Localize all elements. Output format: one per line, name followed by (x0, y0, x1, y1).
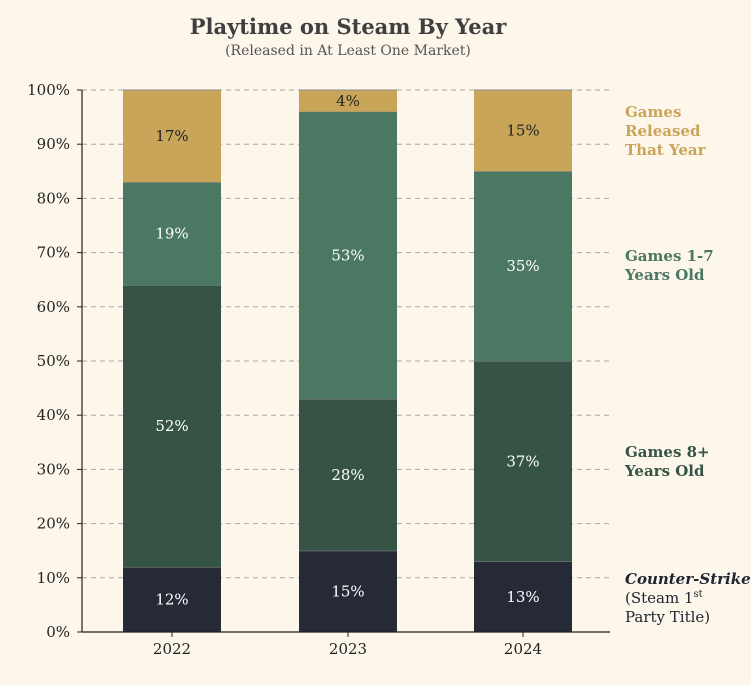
data-label: 53% (331, 246, 364, 264)
y-tick-label: 100% (27, 81, 70, 99)
chart-subtitle: (Released in At Least One Market) (225, 43, 471, 59)
y-tick-label: 0% (46, 623, 70, 641)
legend-entry-old: Years Old (624, 462, 705, 480)
y-tick-label: 10% (37, 569, 70, 587)
y-tick-label: 40% (37, 406, 70, 424)
legend-entry-cs: Party Title) (625, 608, 710, 626)
data-label: 19% (155, 225, 188, 243)
y-tick-label: 90% (37, 135, 70, 153)
legend-entry-mid: Games 1-7 (625, 247, 714, 265)
data-label: 17% (155, 127, 188, 145)
bar-segment-old-2024 (474, 361, 572, 562)
y-tick-label: 60% (37, 298, 70, 316)
y-tick-label: 30% (37, 460, 70, 478)
bar-segment-old-2023 (299, 398, 397, 551)
bar-segment-mid-2023 (299, 111, 397, 399)
legend-entry-cs: (Steam 1st (625, 589, 703, 607)
bars: 12% 52% 19% 17% 15% 28% 53% 4% 13% 37% 35% 15% (123, 89, 572, 632)
legend-entry-new: Games (625, 103, 681, 121)
x-tick-label: 2023 (329, 640, 367, 658)
bar-segment-cs-2022 (123, 566, 221, 632)
legend-entry-mid: Years Old (624, 266, 705, 284)
y-tick-label: 20% (37, 515, 70, 533)
data-label: 12% (155, 590, 188, 608)
data-label: 37% (506, 452, 539, 470)
x-tick-label: 2024 (504, 640, 542, 658)
bar-segment-mid-2022 (123, 182, 221, 286)
data-label: 28% (331, 466, 364, 484)
chart-title: Playtime on Steam By Year (190, 14, 507, 39)
bar-segment-new-2023 (299, 90, 397, 112)
bar-segment-new-2022 (123, 90, 221, 183)
bar-segment-new-2024 (474, 90, 572, 172)
y-tick-label: 50% (37, 352, 70, 370)
bar-segment-old-2022 (123, 285, 221, 567)
data-label: 52% (155, 417, 188, 435)
data-label: 15% (331, 582, 364, 600)
legend-entry-new: That Year (625, 141, 707, 159)
axes: 0% 10% 20% 30% 40% 50% 60% 70% 80% 90% 100% 2022 202… (27, 81, 610, 658)
legend-entry-old: Games 8+ (625, 443, 710, 461)
data-label: 4% (336, 92, 360, 110)
legend-entry-new: Released (625, 122, 701, 140)
data-label: 13% (506, 588, 539, 606)
data-label: 35% (506, 257, 539, 275)
bar-segment-mid-2024 (474, 171, 572, 361)
bar-segment-cs-2023 (299, 550, 397, 632)
bar-segment-cs-2024 (474, 561, 572, 632)
legend-entry-cs: Counter-Strike (625, 570, 751, 588)
y-tick-label: 70% (37, 244, 70, 262)
data-label: 15% (506, 122, 539, 140)
y-tick-label: 80% (37, 189, 70, 207)
x-tick-label: 2022 (153, 640, 191, 658)
